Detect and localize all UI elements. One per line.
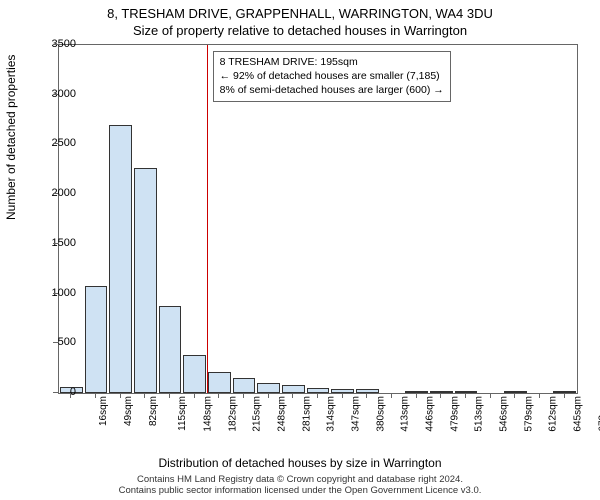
xtick-mark <box>169 393 170 398</box>
xtick-label: 413sqm <box>400 396 411 432</box>
histogram-bar <box>331 389 354 393</box>
xtick-label: 380sqm <box>375 396 386 432</box>
xtick-label: 49sqm <box>123 396 134 426</box>
ytick-mark <box>53 44 58 45</box>
ytick-mark <box>53 293 58 294</box>
callout-line-3: 8% of semi-detached houses are larger (6… <box>220 83 444 97</box>
ytick-mark <box>53 342 58 343</box>
xtick-mark <box>194 393 195 398</box>
xtick-mark <box>317 393 318 398</box>
y-axis-label: Number of detached properties <box>4 55 18 220</box>
footer-attribution: Contains HM Land Registry data © Crown c… <box>0 474 600 496</box>
xtick-label: 115sqm <box>177 396 188 431</box>
histogram-bar <box>282 385 305 393</box>
ytick-mark <box>53 243 58 244</box>
xtick-label: 148sqm <box>203 396 214 432</box>
xtick-mark <box>268 393 269 398</box>
callout-box: 8 TRESHAM DRIVE: 195sqm← 92% of detached… <box>213 51 451 102</box>
x-axis-label: Distribution of detached houses by size … <box>0 456 600 470</box>
chart-title-address: 8, TRESHAM DRIVE, GRAPPENHALL, WARRINGTO… <box>0 0 600 21</box>
xtick-mark <box>218 393 219 398</box>
histogram-bar <box>233 378 256 393</box>
xtick-mark <box>70 393 71 398</box>
xtick-label: 579sqm <box>523 396 534 432</box>
xtick-mark <box>120 393 121 398</box>
ytick-mark <box>53 143 58 144</box>
histogram-bar <box>405 391 428 393</box>
xtick-label: 513sqm <box>474 396 485 432</box>
xtick-mark <box>539 393 540 398</box>
xtick-mark <box>490 393 491 398</box>
histogram-bar <box>553 391 576 393</box>
xtick-label: 182sqm <box>227 396 238 432</box>
histogram-bar <box>356 389 379 393</box>
callout-line-2: ← 92% of detached houses are smaller (7,… <box>220 69 444 83</box>
xtick-mark <box>342 393 343 398</box>
xtick-label: 16sqm <box>98 396 109 426</box>
xtick-mark <box>465 393 466 398</box>
footer-line-2: Contains public sector information licen… <box>0 485 600 496</box>
reference-marker-line <box>207 45 208 393</box>
footer-line-1: Contains HM Land Registry data © Crown c… <box>0 474 600 485</box>
xtick-label: 281sqm <box>301 396 312 432</box>
callout-line-1: 8 TRESHAM DRIVE: 195sqm <box>220 55 444 69</box>
xtick-mark <box>144 393 145 398</box>
ytick-mark <box>53 392 58 393</box>
xtick-label: 645sqm <box>573 396 584 432</box>
chart-title-subtitle: Size of property relative to detached ho… <box>0 21 600 38</box>
histogram-bar <box>159 306 182 393</box>
xtick-mark <box>366 393 367 398</box>
xtick-label: 314sqm <box>326 396 337 432</box>
ytick-mark <box>53 94 58 95</box>
xtick-label: 82sqm <box>148 396 159 426</box>
histogram-bar <box>85 286 108 393</box>
xtick-mark <box>391 393 392 398</box>
histogram-bar <box>109 125 132 393</box>
histogram-bar <box>430 391 453 393</box>
xtick-label: 546sqm <box>499 396 510 432</box>
histogram-bar <box>208 372 231 393</box>
xtick-label: 248sqm <box>277 396 288 432</box>
xtick-mark <box>440 393 441 398</box>
xtick-label: 215sqm <box>252 396 263 432</box>
xtick-label: 446sqm <box>425 396 436 432</box>
xtick-mark <box>95 393 96 398</box>
xtick-mark <box>416 393 417 398</box>
xtick-mark <box>292 393 293 398</box>
histogram-bar <box>257 383 280 393</box>
histogram-bar <box>134 168 157 393</box>
xtick-mark <box>243 393 244 398</box>
histogram-bar <box>504 391 527 393</box>
histogram-bar <box>183 355 206 393</box>
ytick-mark <box>53 193 58 194</box>
chart-container: 8, TRESHAM DRIVE, GRAPPENHALL, WARRINGTO… <box>0 0 600 500</box>
xtick-label: 479sqm <box>449 396 460 432</box>
xtick-label: 612sqm <box>548 396 559 432</box>
xtick-label: 347sqm <box>351 396 362 432</box>
xtick-mark <box>514 393 515 398</box>
xtick-mark <box>564 393 565 398</box>
plot-area: 8 TRESHAM DRIVE: 195sqm← 92% of detached… <box>58 44 578 394</box>
